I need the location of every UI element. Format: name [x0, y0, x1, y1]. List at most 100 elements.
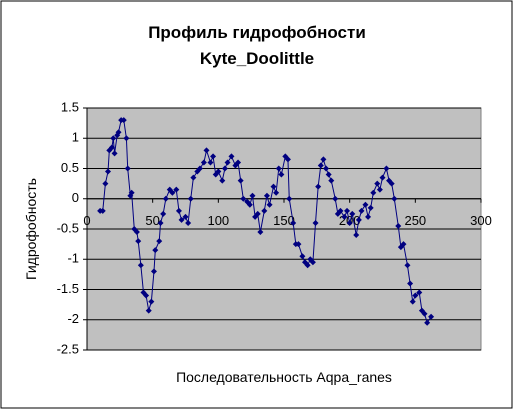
chart-title: Профиль гидрофобности — [148, 23, 366, 42]
data-point — [133, 229, 140, 236]
data-point — [270, 183, 277, 190]
data-point — [337, 207, 344, 214]
y-tick-label: -0.5 — [57, 220, 79, 235]
data-point — [135, 238, 142, 245]
data-point — [353, 232, 360, 239]
x-tick-label: 100 — [207, 213, 229, 228]
data-point — [110, 135, 117, 142]
data-point — [370, 189, 377, 196]
x-tick-label: 150 — [273, 213, 295, 228]
data-point — [215, 168, 222, 175]
data-point — [190, 174, 197, 181]
data-point — [123, 135, 130, 142]
data-point — [249, 192, 256, 199]
data-point — [137, 262, 144, 269]
y-tick-label: -2 — [67, 311, 79, 326]
data-point — [299, 253, 306, 260]
x-tick-label: 50 — [145, 213, 159, 228]
data-point — [332, 195, 339, 202]
data-point — [221, 165, 228, 172]
data-point — [325, 171, 332, 178]
data-point — [349, 210, 356, 217]
data-point — [412, 292, 419, 299]
data-point — [315, 183, 322, 190]
data-point — [185, 219, 192, 226]
x-tick-label: 250 — [404, 213, 426, 228]
data-point — [196, 165, 203, 172]
data-point — [295, 241, 302, 248]
y-tick-label: -1.5 — [57, 281, 79, 296]
chart-subtitle: Kyte_Doolittle — [200, 49, 314, 68]
data-point — [341, 213, 348, 220]
data-point — [286, 195, 293, 202]
data-point — [160, 210, 167, 217]
y-tick-label: -1 — [67, 251, 79, 266]
data-point — [237, 177, 244, 184]
data-point — [328, 177, 335, 184]
data-point — [152, 247, 159, 254]
data-point — [200, 159, 207, 166]
data-point — [266, 201, 273, 208]
data-point — [312, 219, 319, 226]
data-point — [246, 201, 253, 208]
data-point — [278, 171, 285, 178]
data-point — [263, 192, 270, 199]
data-point — [409, 298, 416, 305]
data-point — [344, 207, 351, 214]
data-point — [257, 229, 264, 236]
data-point — [128, 189, 135, 196]
data-point — [388, 180, 395, 187]
y-tick-label: -2.5 — [57, 341, 79, 356]
data-point — [428, 313, 435, 320]
data-point — [182, 213, 189, 220]
data-point — [284, 156, 291, 163]
data-point — [379, 174, 386, 181]
data-point — [175, 207, 182, 214]
data-point — [275, 165, 282, 172]
y-tick-label: 1 — [72, 130, 79, 145]
data-point — [404, 262, 411, 269]
data-point — [346, 219, 353, 226]
data-point — [421, 310, 428, 317]
data-point — [210, 153, 217, 160]
y-tick-label: 1.5 — [61, 99, 79, 114]
x-tick-label: 0 — [83, 213, 90, 228]
data-point — [169, 189, 176, 196]
data-point — [383, 165, 390, 172]
data-point — [228, 153, 235, 160]
data-point — [317, 162, 324, 169]
data-point — [261, 207, 268, 214]
data-point — [115, 129, 122, 136]
data-point — [240, 195, 247, 202]
data-point — [309, 259, 316, 266]
data-point — [424, 319, 431, 326]
data-point — [355, 216, 362, 223]
y-tick-label: 0 — [72, 190, 79, 205]
data-point — [254, 210, 261, 217]
data-point — [395, 222, 402, 229]
data-point — [173, 186, 180, 193]
data-point — [178, 216, 185, 223]
data-point — [111, 150, 118, 157]
data-point — [219, 177, 226, 184]
data-point — [157, 219, 164, 226]
data-point — [365, 213, 372, 220]
data-point — [148, 298, 155, 305]
data-point — [150, 268, 157, 275]
data-point — [99, 207, 106, 214]
data-point — [145, 307, 152, 314]
data-point — [323, 165, 330, 172]
y-axis-label: Гидрофобность — [23, 178, 39, 280]
data-point — [304, 262, 311, 269]
data-point — [207, 159, 214, 166]
data-point — [367, 204, 374, 211]
data-point — [143, 292, 150, 299]
data-point — [162, 195, 169, 202]
data-point — [358, 207, 365, 214]
x-axis-label: Последовательность Aqpa_ranes — [176, 369, 392, 385]
data-point — [156, 238, 163, 245]
x-tick-label: 300 — [470, 213, 492, 228]
data-point — [187, 195, 194, 202]
y-tick-label: 0.5 — [61, 160, 79, 175]
